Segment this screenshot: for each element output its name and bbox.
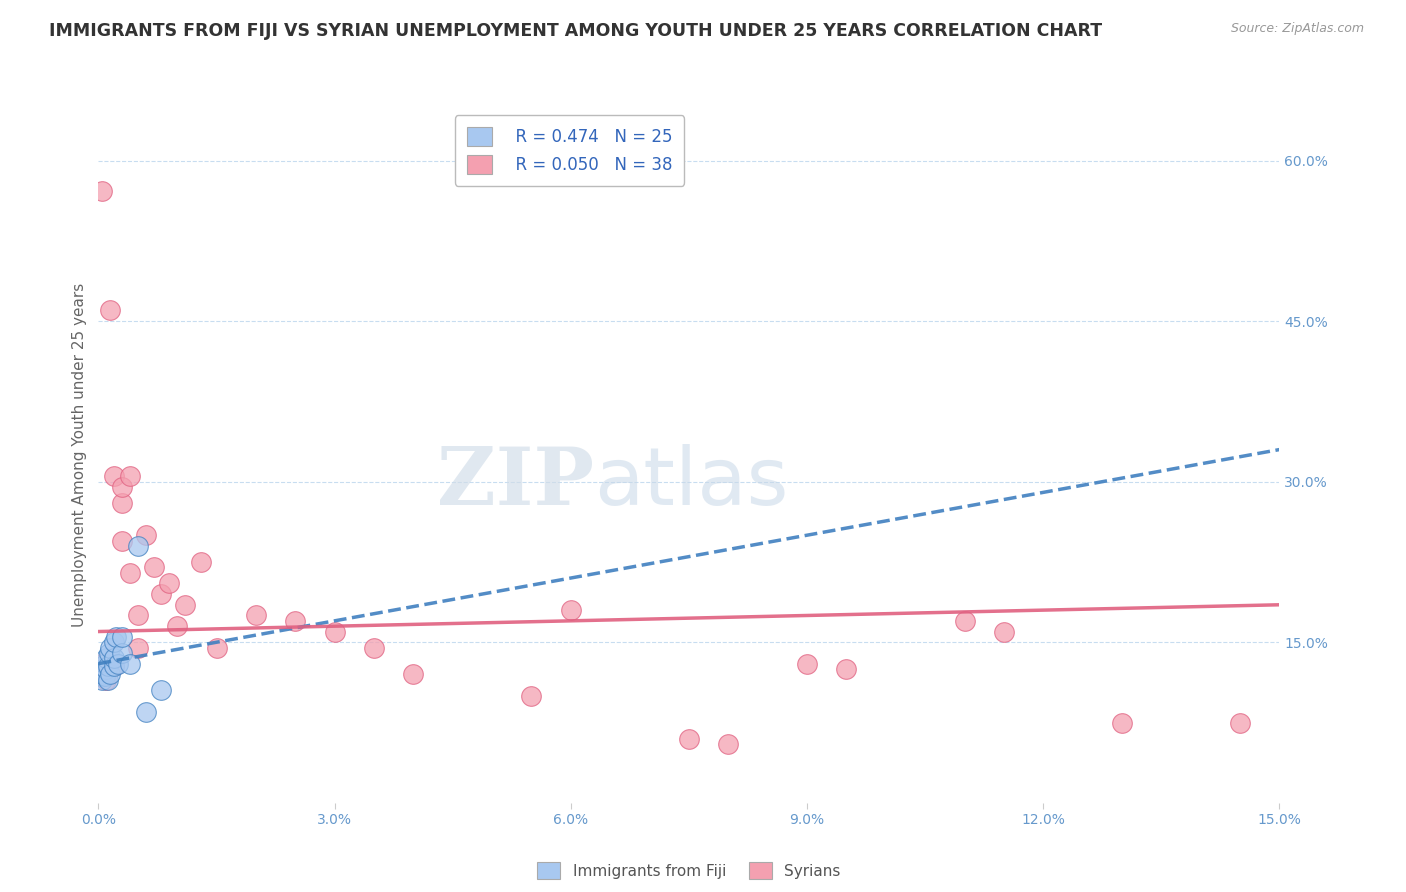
Point — [127, 539, 149, 553]
Point — [98, 640, 121, 655]
Point — [363, 640, 385, 655]
Point — [93, 657, 115, 671]
Point — [103, 658, 125, 673]
Point — [97, 646, 120, 660]
Point — [323, 624, 346, 639]
Point — [90, 669, 112, 683]
Point — [402, 667, 425, 681]
Point — [245, 608, 267, 623]
Point — [91, 673, 114, 687]
Point — [284, 614, 307, 628]
Point — [103, 469, 125, 483]
Point — [90, 665, 112, 680]
Point — [717, 737, 740, 751]
Point — [111, 630, 134, 644]
Point — [93, 669, 115, 683]
Point — [97, 658, 120, 673]
Point — [93, 667, 115, 681]
Point — [98, 303, 121, 318]
Point — [190, 555, 212, 569]
Point — [91, 184, 114, 198]
Point — [111, 480, 134, 494]
Point — [103, 651, 125, 665]
Point — [127, 608, 149, 623]
Point — [96, 662, 118, 676]
Y-axis label: Unemployment Among Youth under 25 years: Unemployment Among Youth under 25 years — [72, 283, 87, 627]
Point — [111, 533, 134, 548]
Point — [103, 658, 125, 673]
Point — [157, 576, 180, 591]
Text: Source: ZipAtlas.com: Source: ZipAtlas.com — [1230, 22, 1364, 36]
Legend: Immigrants from Fiji, Syrians: Immigrants from Fiji, Syrians — [531, 855, 846, 886]
Point — [118, 657, 141, 671]
Point — [103, 635, 125, 649]
Point — [166, 619, 188, 633]
Point — [118, 566, 141, 580]
Point — [150, 587, 173, 601]
Point — [90, 657, 112, 671]
Point — [96, 667, 118, 681]
Point — [1111, 715, 1133, 730]
Point — [560, 603, 582, 617]
Point — [993, 624, 1015, 639]
Point — [205, 640, 228, 655]
Point — [142, 560, 165, 574]
Point — [953, 614, 976, 628]
Point — [96, 673, 118, 687]
Point — [118, 469, 141, 483]
Text: IMMIGRANTS FROM FIJI VS SYRIAN UNEMPLOYMENT AMONG YOUTH UNDER 25 YEARS CORRELATI: IMMIGRANTS FROM FIJI VS SYRIAN UNEMPLOYM… — [49, 22, 1102, 40]
Point — [104, 630, 127, 644]
Point — [98, 667, 121, 681]
Point — [97, 673, 120, 687]
Point — [111, 646, 134, 660]
Point — [835, 662, 858, 676]
Point — [520, 689, 543, 703]
Point — [127, 640, 149, 655]
Point — [111, 496, 134, 510]
Point — [150, 683, 173, 698]
Point — [93, 662, 115, 676]
Point — [107, 657, 129, 671]
Point — [135, 705, 157, 719]
Point — [678, 731, 700, 746]
Point — [135, 528, 157, 542]
Text: ZIP: ZIP — [437, 443, 595, 522]
Point — [796, 657, 818, 671]
Point — [174, 598, 197, 612]
Point — [96, 651, 118, 665]
Point — [91, 662, 114, 676]
Text: atlas: atlas — [595, 443, 789, 522]
Point — [1229, 715, 1251, 730]
